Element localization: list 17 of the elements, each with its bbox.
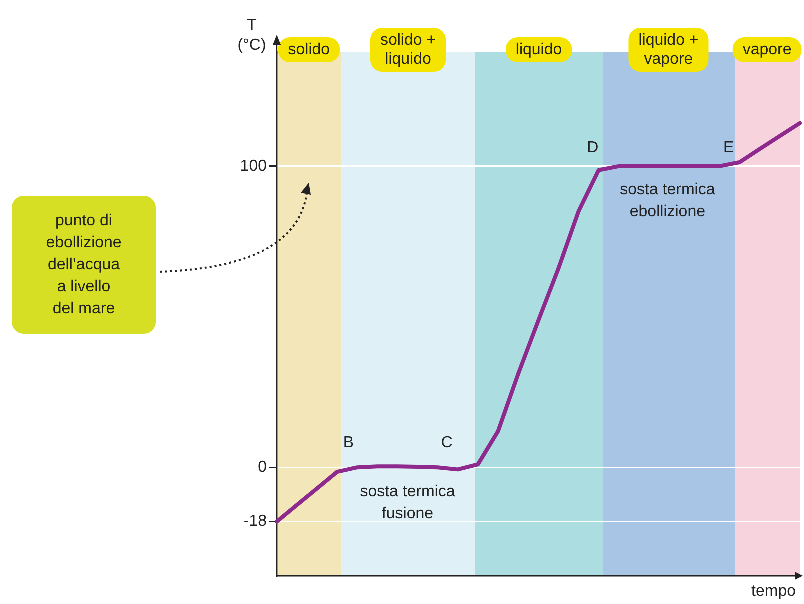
- annotation: C: [441, 434, 453, 452]
- annotation: vapore: [742, 41, 792, 58]
- x-axis-title: tempo: [752, 583, 796, 600]
- y-axis-title: T (°C): [238, 17, 266, 54]
- annotation: sosta termica ebollizione: [620, 181, 716, 220]
- annotation: liquido: [516, 41, 562, 58]
- annotation: liquido + vapore: [638, 32, 699, 68]
- annotation: sosta termica fusione: [360, 483, 456, 522]
- annotation: E: [724, 139, 734, 156]
- text: punto di ebollizione dell’acqua a livello del mare: [46, 212, 122, 318]
- annotation: solido: [288, 41, 330, 58]
- y-tick-label: 0: [258, 458, 268, 476]
- annotation: solido + liquido: [380, 32, 436, 68]
- annotation: D: [587, 139, 599, 156]
- annotation: B: [343, 434, 354, 452]
- y-tick-label: -18: [244, 513, 268, 530]
- y-tick-label: 100: [240, 158, 268, 175]
